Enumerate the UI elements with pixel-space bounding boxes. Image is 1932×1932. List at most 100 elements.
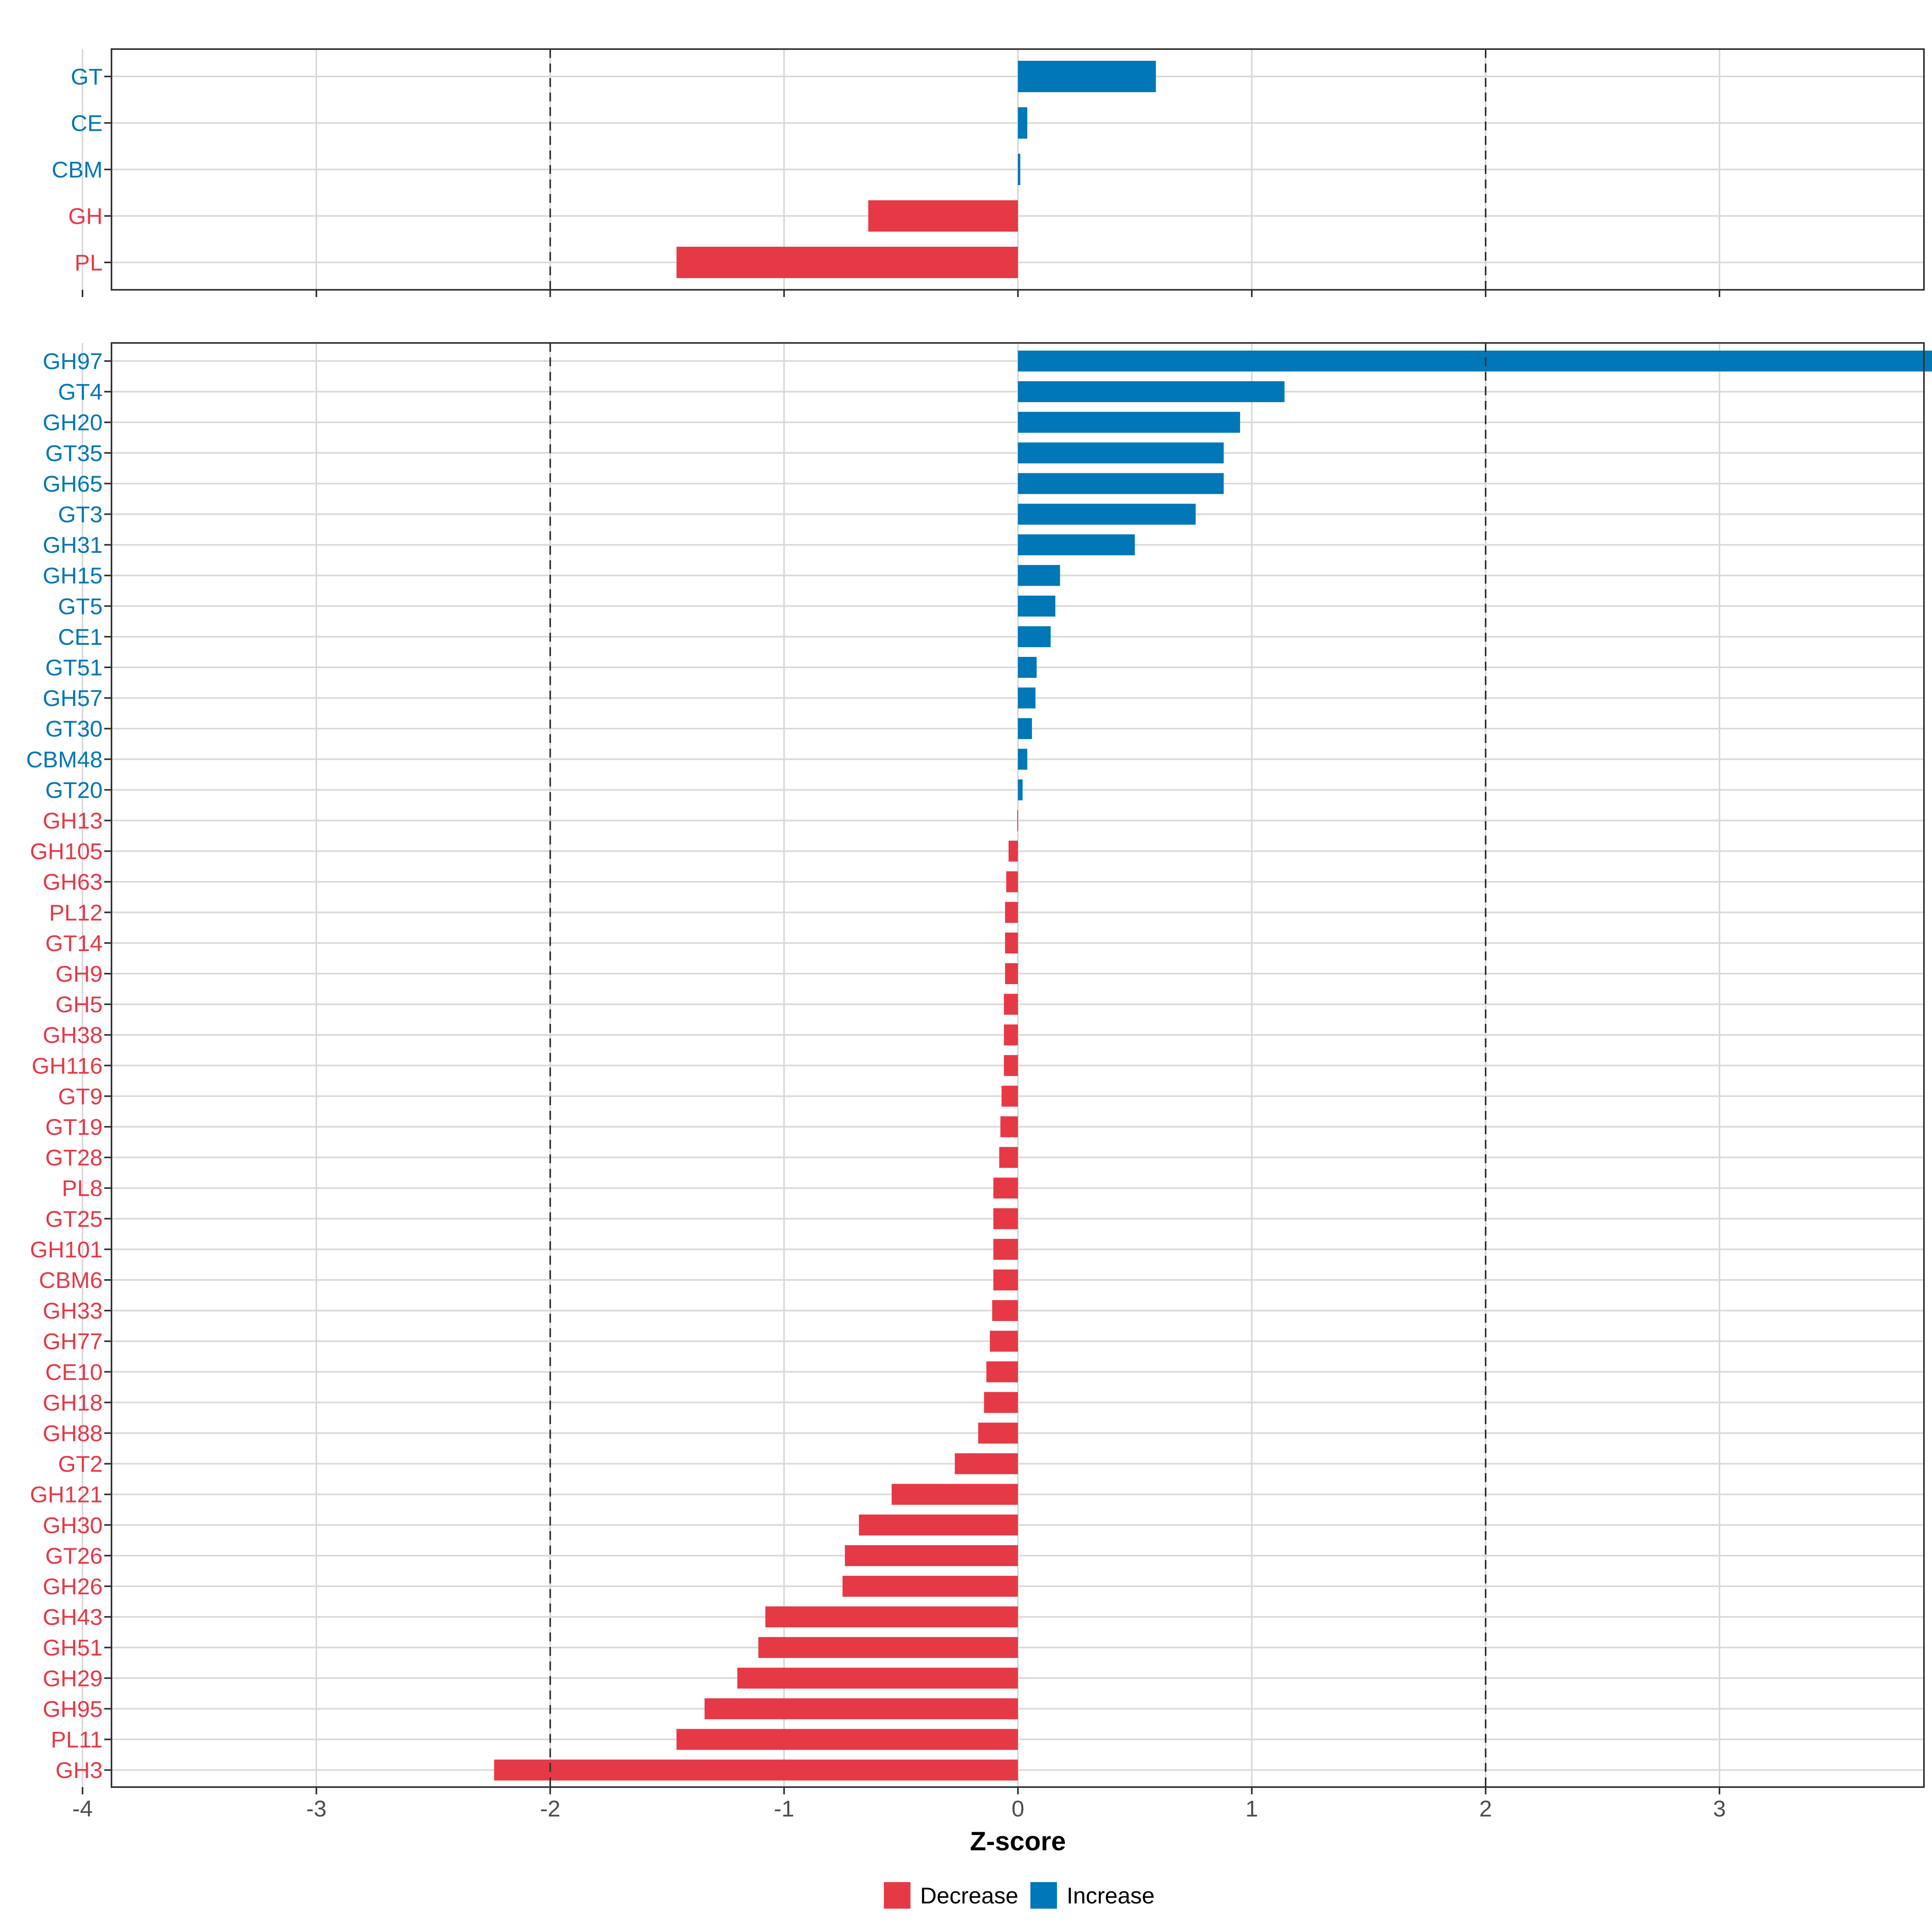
category-label-gh31: GH31 [43, 533, 103, 558]
family-panel: GH97 GT4 GH20 GT35 GH65 GT3 GH31 GH15 GT5 CE1 GT51… [26, 342, 1932, 1794]
legend-swatch-decrease [884, 1882, 910, 1909]
category-label-gt28: GT28 [45, 1145, 103, 1171]
category-label-cbm48: CBM48 [26, 747, 103, 772]
category-label-gh51: GH51 [43, 1635, 103, 1661]
bar-gt28 [999, 1147, 1018, 1168]
bar-cbm6 [993, 1269, 1018, 1290]
bar-pl12 [1005, 902, 1018, 923]
bar-pl11 [676, 1729, 1018, 1750]
category-label-gh29: GH29 [43, 1666, 103, 1691]
category-label-gh63: GH63 [43, 869, 103, 895]
category-label-gh43: GH43 [43, 1604, 103, 1630]
bar-gh38 [1004, 1024, 1018, 1046]
bar-gt30 [1018, 718, 1032, 739]
bar-gt14 [1005, 932, 1018, 954]
bar-cbm48 [1018, 749, 1028, 770]
category-label-gt2: GT2 [58, 1451, 103, 1477]
bar-gt3 [1018, 504, 1196, 525]
category-label-gt51: GT51 [45, 655, 103, 681]
category-label-cbm6: CBM6 [39, 1267, 103, 1293]
category-label-pl12: PL12 [49, 900, 103, 926]
category-label-gt35: GT35 [45, 440, 103, 466]
bar-gt51 [1018, 657, 1037, 678]
x-axis-title: Z-score [970, 1826, 1066, 1856]
category-label-gt19: GT19 [45, 1115, 103, 1140]
category-label-gh101: GH101 [30, 1237, 103, 1263]
category-label-pl: PL [74, 250, 103, 276]
category-label-gt25: GT25 [45, 1206, 103, 1232]
bar-gt [1018, 61, 1156, 92]
category-label-gh77: GH77 [43, 1329, 103, 1354]
bar-gh9 [1005, 963, 1018, 984]
bar-gh88 [978, 1422, 1018, 1444]
bar-gh20 [1018, 412, 1240, 433]
category-label-gh26: GH26 [43, 1574, 103, 1600]
bar-gt25 [993, 1208, 1018, 1229]
category-label-gt5: GT5 [58, 594, 103, 619]
category-label-gh105: GH105 [30, 839, 103, 865]
bar-cbm [1018, 154, 1020, 185]
category-label-gh38: GH38 [43, 1022, 103, 1048]
bar-gh30 [859, 1514, 1018, 1536]
x-tick-label: -3 [306, 1796, 327, 1822]
bar-gt2 [955, 1453, 1018, 1474]
category-label-gt26: GT26 [45, 1543, 103, 1569]
category-label-ce1: CE1 [58, 624, 103, 650]
x-tick-label: 3 [1713, 1796, 1726, 1822]
category-label-gh15: GH15 [43, 563, 103, 589]
bar-gh51 [758, 1637, 1018, 1658]
bar-gh18 [984, 1392, 1018, 1413]
bar-gh65 [1018, 473, 1224, 494]
legend-label-decrease: Decrease [920, 1883, 1018, 1909]
bar-gh3 [494, 1759, 1018, 1781]
bar-gt4 [1018, 381, 1285, 402]
bar-gt26 [845, 1545, 1018, 1566]
category-label-gt: GT [71, 64, 103, 90]
category-label-gh5: GH5 [56, 992, 103, 1018]
category-label-gh: GH [68, 204, 103, 229]
legend-swatch-increase [1030, 1882, 1057, 1909]
bar-gh105 [1008, 840, 1018, 862]
bar-gh13 [1017, 810, 1018, 831]
category-label-gt14: GT14 [45, 931, 103, 956]
x-tick-label: 0 [1011, 1796, 1024, 1822]
x-tick-label: -2 [540, 1796, 561, 1822]
bar-gh95 [704, 1698, 1018, 1719]
bar-gt20 [1018, 779, 1023, 801]
category-label-gh121: GH121 [30, 1482, 103, 1508]
category-label-gh18: GH18 [43, 1390, 103, 1416]
bar-gh5 [1004, 994, 1018, 1015]
category-label-gh116: GH116 [32, 1053, 103, 1079]
bar-gh33 [992, 1300, 1018, 1321]
category-label-gt3: GT3 [58, 502, 103, 528]
category-label-gh88: GH88 [43, 1421, 103, 1447]
legend-label-increase: Increase [1067, 1883, 1155, 1909]
legend: Decrease Increase [884, 1882, 1155, 1909]
bar-gt35 [1018, 442, 1224, 464]
category-label-gt4: GT4 [58, 379, 103, 405]
bar-gh116 [1004, 1055, 1018, 1076]
category-label-gh20: GH20 [43, 410, 103, 436]
bar-gh57 [1018, 687, 1036, 709]
bar-gh15 [1018, 565, 1060, 586]
bar-pl8 [993, 1177, 1018, 1199]
bar-gh31 [1018, 534, 1135, 555]
bar-gh63 [1006, 871, 1018, 892]
bar-pl [676, 247, 1018, 278]
bar-gh26 [842, 1576, 1018, 1597]
bar-ce [1018, 107, 1028, 139]
bar-gh [868, 200, 1018, 232]
class-panel: GT CE CBM GH PL [52, 48, 1925, 297]
category-label-gt9: GT9 [58, 1084, 103, 1109]
bar-gh29 [737, 1668, 1018, 1689]
bar-ce10 [986, 1361, 1018, 1383]
category-label-gh57: GH57 [43, 685, 103, 711]
bar-gt9 [1001, 1086, 1018, 1107]
x-axis: -4-3-2-101234 [72, 1796, 1726, 1822]
category-label-pl11: PL11 [51, 1727, 103, 1753]
category-label-gh95: GH95 [43, 1696, 103, 1722]
category-label-cbm: CBM [52, 157, 103, 183]
category-label-pl8: PL8 [62, 1176, 103, 1201]
bar-gh121 [892, 1484, 1018, 1505]
bar-gh97 [1018, 351, 1932, 372]
